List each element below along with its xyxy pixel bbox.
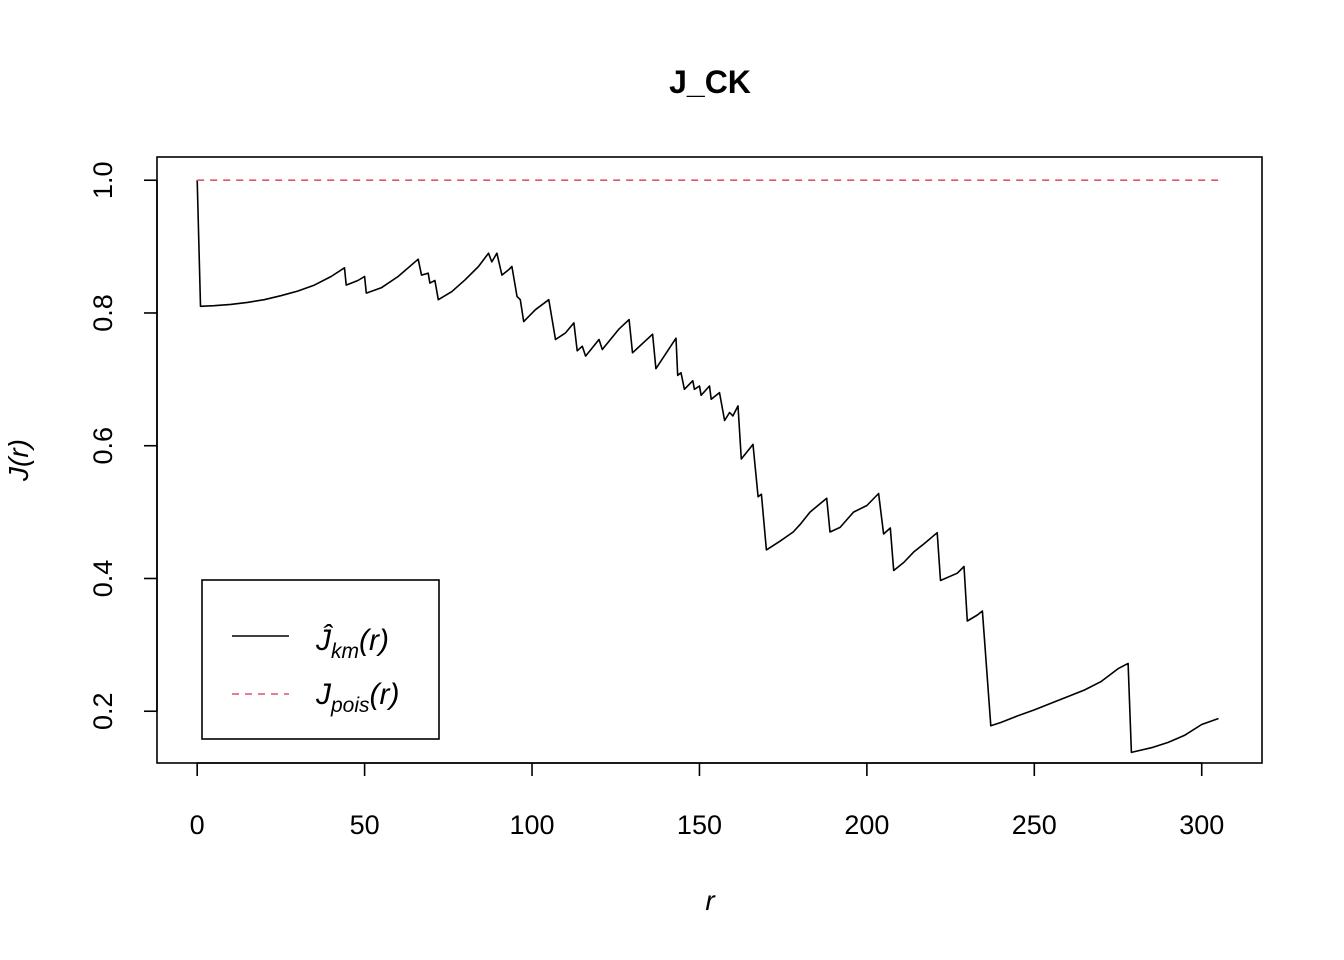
- legend: Ĵkm(r) Jpois(r): [201, 579, 440, 740]
- legend-label-jpois-base: J: [315, 678, 332, 711]
- x-tick-label: 150: [677, 810, 722, 840]
- x-tick-label: 100: [509, 810, 554, 840]
- y-tick-label: 0.6: [88, 427, 118, 465]
- x-axis: 0 50 100 150 200 250 300: [190, 762, 1224, 840]
- legend-label-jpois-sub: pois: [330, 694, 370, 717]
- legend-label-jkm-base: Ĵ: [315, 623, 334, 657]
- y-tick-label: 1.0: [88, 161, 118, 199]
- x-tick-label: 0: [190, 810, 205, 840]
- legend-label-jkm-sub: km: [331, 640, 359, 663]
- y-axis: 0.2 0.4 0.6 0.8 1.0: [88, 161, 158, 730]
- series-layer: [196, 179, 1219, 754]
- y-tick-label: 0.4: [88, 560, 118, 598]
- legend-box: [201, 579, 440, 740]
- chart-title: J_CK: [669, 64, 751, 100]
- x-tick-label: 300: [1179, 810, 1224, 840]
- x-tick-label: 50: [350, 810, 380, 840]
- legend-label-jpois: Jpois(r): [315, 678, 400, 717]
- y-tick-label: 0.2: [88, 692, 118, 730]
- series-line-jkm: [196, 180, 1219, 754]
- x-tick-label: 250: [1012, 810, 1057, 840]
- x-axis-label: r: [705, 885, 716, 916]
- y-tick-label: 0.8: [88, 294, 118, 332]
- legend-label-jkm-tail: (r): [359, 624, 389, 657]
- y-axis-label: J(r): [3, 439, 34, 482]
- x-tick-label: 200: [844, 810, 889, 840]
- legend-label-jpois-tail: (r): [370, 678, 400, 711]
- legend-label-jkm: Ĵkm(r): [315, 623, 389, 663]
